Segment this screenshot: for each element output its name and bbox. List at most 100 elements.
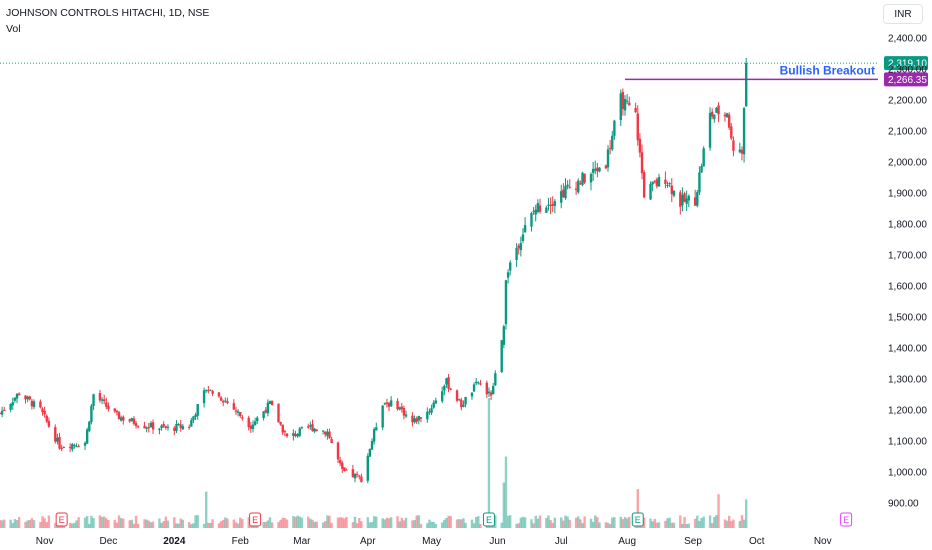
earnings-marker-label: E (486, 515, 492, 525)
candle-body (666, 185, 669, 187)
candle-body (56, 437, 59, 442)
y-tick-label: 2,300.00 (888, 65, 927, 76)
x-tick-label: Dec (100, 536, 118, 547)
volume-bar (98, 515, 102, 528)
candle-body (564, 185, 567, 199)
volume-bar (130, 519, 134, 528)
candle-body (623, 99, 627, 111)
candle-body (693, 197, 697, 206)
volume-bar (117, 515, 121, 528)
x-tick-label: Mar (293, 536, 311, 547)
volume-label: Vol (6, 23, 21, 35)
candle-body (321, 430, 325, 432)
volume-bar (300, 517, 304, 528)
volume-bar (270, 522, 274, 528)
volume-bar (54, 523, 57, 528)
volume-bar (315, 521, 318, 528)
volume-bar (487, 398, 491, 528)
volume-bar (100, 516, 104, 528)
volume-bar (268, 517, 272, 528)
candle-body (700, 166, 703, 173)
candle-body (98, 393, 102, 401)
earnings-marker (840, 512, 853, 527)
candle-body (26, 396, 29, 400)
volume-bar (545, 517, 548, 528)
candle-body (523, 225, 527, 233)
candle-body (434, 400, 438, 404)
volume-bar (39, 521, 42, 528)
candle-body (285, 433, 289, 437)
volume-bar (426, 523, 429, 528)
candle-body (730, 126, 733, 139)
volume-bar (326, 515, 329, 528)
candle-body (113, 408, 116, 412)
volume-bar (264, 521, 267, 528)
candle-body (13, 397, 17, 401)
volume-bar (536, 518, 540, 528)
candle-body (696, 192, 699, 206)
volume-bar (232, 519, 236, 528)
candle-body (551, 203, 554, 206)
candle-body (430, 408, 433, 413)
candle-body (710, 111, 714, 117)
volume-bar (613, 517, 616, 528)
volume-bar (574, 517, 578, 528)
volume-bar (619, 516, 622, 528)
candle-body (343, 467, 346, 472)
candle-body (492, 386, 495, 395)
candle-body (517, 245, 520, 249)
candle-body (732, 140, 735, 151)
candle-body (241, 417, 244, 419)
candle-body (0, 410, 4, 415)
candle-body (256, 417, 259, 422)
volume-bar (464, 522, 467, 528)
candle-body (634, 108, 637, 113)
x-tick-label: Sep (684, 536, 702, 547)
candle-body (355, 473, 359, 475)
volume-bar (247, 517, 250, 528)
volume-bar (479, 523, 482, 528)
candle-body (307, 426, 310, 428)
volume-bar (311, 519, 314, 528)
volume-bar (32, 520, 36, 528)
candle-body (209, 389, 212, 391)
volume-bar (611, 517, 614, 528)
candle-body (636, 113, 639, 141)
candle-body (90, 405, 93, 422)
volume-bar (730, 521, 733, 528)
volume-bar (668, 517, 671, 528)
candle-body (326, 431, 329, 436)
volume-bar (219, 521, 223, 528)
candle-body (151, 422, 155, 430)
x-tick-label: Jun (489, 536, 505, 547)
volume-bar (277, 522, 280, 528)
y-tick-label: 2,400.00 (888, 34, 927, 45)
candle-body (134, 423, 138, 427)
candle-body (88, 421, 91, 431)
volume-bar (24, 521, 27, 528)
candle-body (464, 396, 467, 405)
candle-body (115, 410, 119, 413)
volume-bar (47, 515, 51, 528)
x-tick-label: May (422, 536, 441, 547)
candle-body (509, 262, 512, 271)
earnings-marker (249, 512, 262, 527)
candle-body (426, 411, 429, 420)
candle-body (581, 172, 584, 185)
volume-bar (623, 517, 627, 528)
candle-body (628, 102, 631, 106)
volume-bar (515, 523, 518, 528)
currency-button[interactable]: INR (883, 4, 923, 24)
candle-body (315, 429, 318, 431)
candle-body (58, 436, 61, 449)
candle-body (62, 447, 65, 449)
volume-bar (375, 516, 378, 528)
x-tick-label: Nov (814, 536, 832, 547)
earnings-marker-label: E (843, 515, 849, 525)
candle-body (281, 424, 284, 433)
candle-body (368, 448, 372, 457)
candle-body (530, 213, 533, 227)
candle-body (162, 424, 165, 427)
